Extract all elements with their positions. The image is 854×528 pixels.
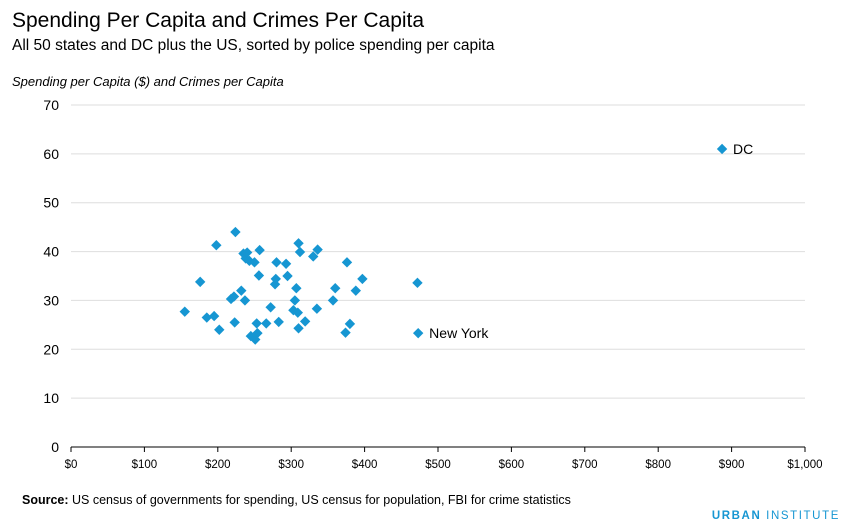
chart-subtitle: All 50 states and DC plus the US, sorted… <box>12 37 495 54</box>
data-point-label: New York <box>429 325 489 341</box>
data-point <box>228 291 240 302</box>
data-point <box>253 270 265 281</box>
data-point <box>230 226 241 238</box>
data-point <box>261 318 272 329</box>
data-point <box>350 285 361 296</box>
point-labels: New York DC <box>429 141 753 341</box>
data-point <box>229 317 240 328</box>
data-point <box>194 276 206 288</box>
brand-part2: INSTITUTE <box>761 510 840 522</box>
x-tick-label: $100 <box>132 459 158 471</box>
data-point <box>273 316 284 328</box>
data-point <box>214 324 225 335</box>
data-point <box>251 318 262 329</box>
x-tick-label: $600 <box>499 459 525 471</box>
y-tick-label: 60 <box>43 146 59 162</box>
data-point <box>291 283 302 294</box>
data-point <box>282 270 293 282</box>
data-point <box>254 244 265 256</box>
data-point <box>412 277 423 289</box>
y-axis-label: Spending per Capita ($) and Crimes per C… <box>12 74 284 89</box>
data-point <box>330 283 341 294</box>
data-point <box>716 143 728 155</box>
x-tick-label: $900 <box>719 459 745 471</box>
data-point <box>344 318 356 330</box>
data-point <box>244 255 255 267</box>
data-point <box>311 303 323 314</box>
data-point <box>293 323 304 334</box>
data-point-label: DC <box>733 141 753 157</box>
data-point <box>292 307 304 318</box>
data-point <box>265 302 276 313</box>
data-point <box>299 316 311 327</box>
data-point <box>357 273 368 285</box>
data-point <box>289 295 301 306</box>
y-tick-label: 0 <box>51 439 59 455</box>
x-tick-label: $800 <box>645 459 671 471</box>
source-label: Source: <box>22 493 69 507</box>
data-point <box>271 257 282 268</box>
data-point <box>241 247 253 258</box>
data-point <box>327 295 339 306</box>
source-text: US census of governments for spending, U… <box>68 493 571 507</box>
data-point <box>201 312 212 323</box>
data-point <box>270 273 281 285</box>
data-points <box>179 143 728 345</box>
data-point <box>312 244 323 255</box>
y-tick-label: 40 <box>43 244 59 260</box>
data-point <box>239 295 251 306</box>
x-tick-label: $0 <box>65 459 78 471</box>
data-point <box>211 240 222 251</box>
data-point <box>341 257 353 268</box>
data-point <box>236 285 247 296</box>
data-point <box>412 327 424 339</box>
y-tick-label: 30 <box>43 292 59 308</box>
x-tick-label: $700 <box>572 459 598 471</box>
x-tick-label: $300 <box>278 459 304 471</box>
data-point <box>340 327 351 338</box>
data-point <box>293 238 304 249</box>
tick-labels: 0 10 20 30 40 50 60 70 $0 $100 $200 $300 $400 $500 $60… <box>43 97 822 471</box>
x-tick-label: $400 <box>352 459 378 471</box>
data-point <box>294 246 306 258</box>
source-note: Source: US census of governments for spe… <box>22 492 571 508</box>
x-tick-label: $1,000 <box>787 459 822 471</box>
x-tick-label: $500 <box>425 459 451 471</box>
gridlines <box>71 104 805 399</box>
x-tick-label: $200 <box>205 459 231 471</box>
chart-title: Spending Per Capita and Crimes Per Capit… <box>12 9 425 32</box>
data-point <box>308 251 319 262</box>
y-tick-label: 50 <box>43 195 59 211</box>
data-point <box>208 310 220 322</box>
brand-logo: URBAN INSTITUTE <box>712 509 840 523</box>
y-tick-label: 10 <box>43 390 59 406</box>
data-point <box>280 258 292 269</box>
y-tick-label: 20 <box>43 341 59 357</box>
data-point <box>179 306 190 317</box>
data-point <box>249 257 260 268</box>
axes <box>70 446 806 452</box>
y-tick-label: 70 <box>43 97 59 113</box>
data-point <box>252 327 263 339</box>
brand-part1: URBAN <box>711 510 762 522</box>
